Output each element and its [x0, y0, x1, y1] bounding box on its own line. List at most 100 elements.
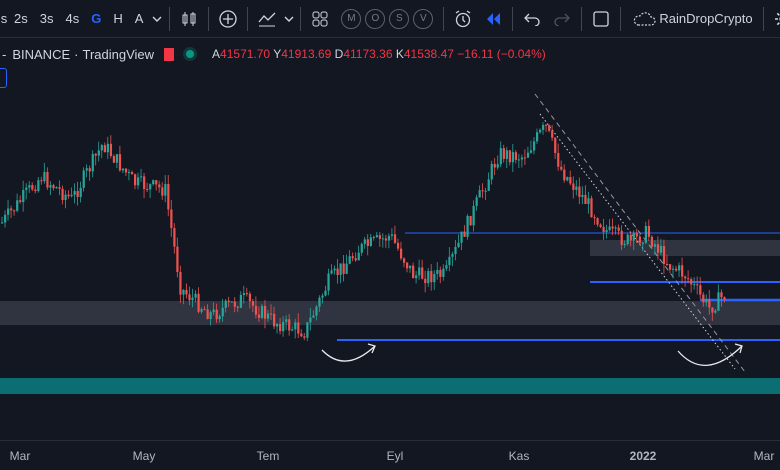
candle-body [266, 313, 270, 319]
candle-body [508, 150, 512, 163]
ohlc-toggle-o[interactable]: O [365, 8, 386, 29]
candle-body [127, 172, 131, 174]
curved-arrow-left [321, 345, 376, 362]
interval-partial[interactable]: s [0, 11, 8, 26]
candle-body [653, 244, 657, 247]
layout-icon[interactable] [586, 0, 616, 38]
candles-group [1, 122, 726, 342]
templates-icon[interactable] [305, 0, 335, 38]
candle-body [535, 132, 539, 142]
candles-icon[interactable] [174, 0, 204, 38]
candle-body [632, 232, 635, 241]
candle-body [106, 143, 110, 153]
candle-body [399, 248, 403, 259]
candle-body [623, 243, 626, 245]
candle-body [532, 141, 536, 151]
candle-body [360, 243, 363, 253]
gray-zone-lower [0, 301, 780, 325]
interval-h[interactable]: H [113, 11, 123, 26]
candle-body [173, 228, 176, 247]
interval-g[interactable]: G [91, 11, 102, 26]
candle-body [64, 194, 67, 200]
undo-icon[interactable] [517, 0, 547, 38]
candle-body [671, 268, 675, 270]
candle-body [176, 246, 179, 273]
source-name[interactable]: TradingView [82, 46, 155, 62]
candle-body [137, 177, 140, 186]
candle-body [387, 235, 391, 241]
candle-body [300, 333, 303, 337]
candle-body [10, 208, 13, 211]
candle-body [514, 152, 518, 160]
candle-body [439, 269, 442, 277]
candle-body [554, 137, 557, 154]
ohlc-toggle-m[interactable]: M [341, 8, 362, 29]
replay-icon[interactable] [478, 0, 508, 38]
candle-body [372, 236, 375, 238]
candle-body [539, 129, 542, 133]
candle-body [291, 329, 294, 331]
ohlc-toggle-s[interactable]: S [389, 8, 410, 29]
ohlc-toggle-v[interactable]: V [413, 8, 434, 29]
candle-body [499, 148, 502, 165]
candle-body [614, 227, 617, 229]
candle-body [629, 234, 632, 241]
candle-body [668, 264, 672, 270]
panel-handle[interactable] [0, 68, 7, 88]
separator [169, 6, 171, 31]
candle-body [133, 174, 137, 186]
candle-body [143, 176, 146, 190]
x-tick-label: Eyl [386, 449, 404, 463]
candle-body [100, 145, 103, 151]
price-chart[interactable] [0, 64, 780, 440]
candle-body [94, 153, 97, 156]
candle-body [31, 185, 34, 190]
separator [443, 6, 445, 31]
candle-body [276, 324, 279, 327]
separator [512, 6, 514, 31]
plus-circle-icon[interactable] [213, 0, 243, 38]
candle-body [330, 270, 333, 274]
candle-body [566, 177, 569, 181]
candle-body [427, 270, 430, 284]
x-tick-label: Mar [9, 449, 31, 463]
candle-body [384, 238, 388, 241]
chevron-down-icon[interactable] [282, 0, 296, 38]
candle-body [647, 225, 651, 237]
alert-icon[interactable] [448, 0, 478, 38]
candle-body [58, 187, 61, 189]
candle-body [466, 215, 469, 237]
candle-body [218, 316, 221, 320]
candle-body [696, 284, 699, 286]
candle-body [91, 153, 94, 172]
candle-body [454, 247, 457, 255]
candle-body [460, 231, 463, 243]
candle-body [22, 190, 25, 203]
chevron-down-icon[interactable] [149, 0, 165, 38]
candle-body [124, 168, 128, 173]
interval-a[interactable]: A [134, 11, 144, 26]
gear-icon[interactable] [768, 0, 780, 38]
redo-icon[interactable] [547, 0, 577, 38]
exchange-name[interactable]: BINANCE [12, 46, 71, 62]
candle-body [708, 299, 711, 308]
candle-body [257, 314, 261, 318]
time-axis[interactable]: Mar May Tem Eyl Kas 2022 Mar [0, 440, 780, 470]
high-label: Y [273, 47, 282, 61]
candle-body [309, 317, 312, 323]
candle-body [505, 150, 508, 159]
interval-3s[interactable]: 3s [39, 11, 54, 26]
indicators-icon[interactable] [252, 0, 282, 38]
flag-icon[interactable] [164, 47, 175, 61]
candle-body [599, 224, 602, 227]
candle-body [424, 278, 427, 284]
x-tick-label: May [132, 449, 156, 463]
interval-4s[interactable]: 4s [65, 11, 80, 26]
candle-body [502, 148, 505, 159]
candle-body [602, 226, 605, 232]
interval-2s[interactable]: 2s [14, 11, 28, 26]
candle-body [390, 234, 394, 236]
candle-body [451, 254, 454, 257]
separator [581, 6, 583, 31]
cloud-save-button[interactable]: RainDropCrypto [625, 0, 758, 38]
